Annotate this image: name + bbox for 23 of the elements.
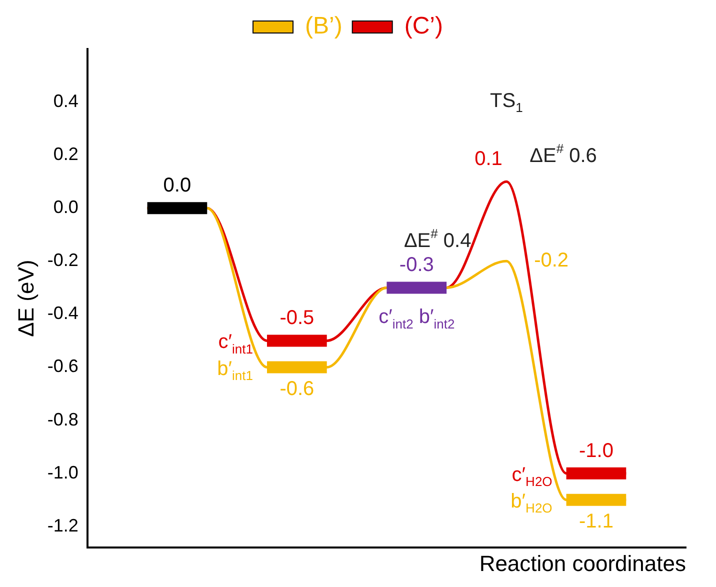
- data-label: -0.6: [280, 378, 314, 400]
- data-label: 0.0: [163, 174, 192, 197]
- data-label: -1.1: [578, 510, 614, 532]
- y-tick-label: -0.2: [47, 250, 78, 270]
- y-tick-label: 0.4: [53, 91, 78, 112]
- data-label: -0.5: [280, 307, 314, 330]
- y-tick-label: 0.2: [53, 144, 78, 164]
- y-tick-label: -0.6: [47, 356, 78, 376]
- y-tick-label: -1.2: [47, 515, 78, 536]
- data-label: -0.3: [399, 254, 434, 276]
- y-axis-title: ΔE (eV): [13, 260, 38, 337]
- legend-label: (B’): [305, 12, 342, 40]
- data-label: -0.2: [534, 250, 569, 272]
- data-label: 0.1: [474, 148, 502, 170]
- annotation: ΔE# 0.4: [404, 226, 472, 252]
- y-tick-label: -0.4: [47, 303, 78, 324]
- annotation: ΔE# 0.6: [530, 141, 597, 168]
- legend-label: (C’): [404, 12, 443, 40]
- data-label: -1.0: [578, 440, 614, 462]
- x-axis-title: Reaction coordinates: [479, 550, 686, 576]
- y-tick-label: -0.8: [47, 409, 78, 430]
- y-tick-label: 0.0: [53, 197, 78, 218]
- y-tick-label: -1.0: [47, 462, 78, 482]
